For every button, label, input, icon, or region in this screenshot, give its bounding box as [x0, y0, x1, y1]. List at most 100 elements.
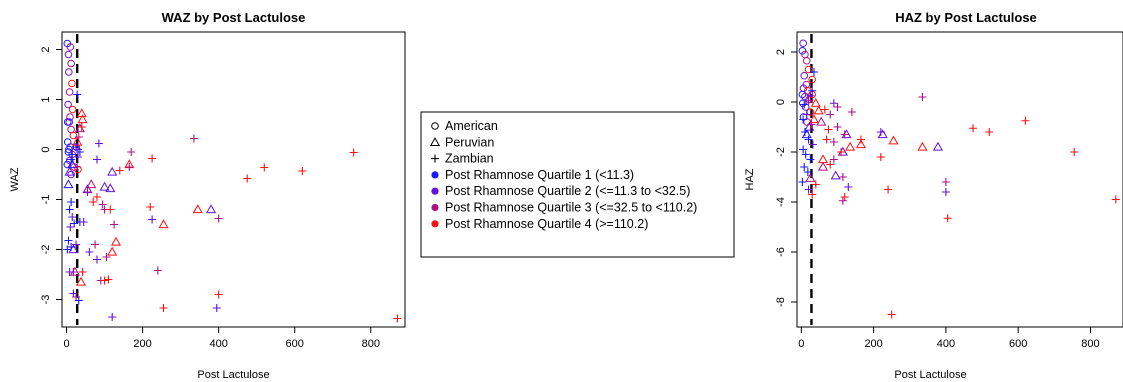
data-point-plus [65, 205, 74, 214]
data-point-triangle [877, 129, 888, 139]
y-tick-label: -1 [40, 195, 52, 205]
y-tick-label: -8 [775, 297, 787, 307]
data-point-plus [98, 200, 107, 209]
y-tick-label: 0 [40, 146, 52, 152]
data-point-plus [243, 174, 252, 183]
data-point-plus [214, 290, 223, 299]
plot-frame [61, 31, 406, 328]
y-tick-label: 1 [40, 96, 52, 102]
data-point-plus [801, 150, 810, 159]
data-point-plus [829, 99, 838, 108]
data-point-circle [74, 165, 82, 174]
data-point-plus [393, 314, 402, 323]
data-point-plus [92, 155, 101, 164]
data-point-plus [85, 248, 94, 256]
data-point-triangle [805, 173, 816, 182]
data-point-plus [70, 219, 79, 228]
data-point-plus [800, 100, 809, 109]
data-point-plus [298, 167, 307, 175]
legend-label: Post Rhamnose Quartile 3 (<=32.5 to <110… [445, 201, 697, 215]
data-point-triangle [917, 141, 928, 151]
data-point-plus [809, 68, 818, 76]
data-point-plus [838, 196, 847, 205]
data-point-circle [798, 46, 807, 55]
x-tick-label: 800 [1081, 338, 1099, 350]
data-point-plus [969, 124, 978, 133]
data-point-plus [74, 133, 83, 141]
data-point-plus [800, 163, 809, 171]
data-point-triangle [64, 166, 75, 176]
data-point-plus [102, 253, 111, 261]
legend-label: Zambian [445, 152, 494, 166]
data-point-plus [837, 148, 846, 156]
data-point-plus [856, 135, 865, 144]
data-point-plus [876, 128, 885, 136]
data-point-plus [876, 153, 885, 161]
legend-dot-icon [431, 171, 439, 179]
data-point-plus [838, 173, 847, 181]
data-point-plus [943, 214, 952, 223]
data-point-plus [833, 103, 842, 111]
x-tick-label: 600 [1009, 338, 1027, 350]
y-tick-label: -2 [775, 147, 787, 157]
data-point-plus [104, 275, 113, 284]
data-point-plus [840, 193, 849, 201]
data-point-plus [808, 86, 817, 95]
data-point-plus [73, 90, 82, 99]
data-point-plus [67, 155, 76, 164]
chart-title: WAZ by Post Lactulose [162, 10, 306, 25]
data-point-plus [833, 123, 842, 131]
panel-haz: HAZ by Post Lactulose 0 200 400 600 800 Post L… [744, 10, 1123, 381]
data-point-plus [822, 135, 831, 144]
data-point-triangle [855, 139, 867, 149]
data-point-plus [829, 138, 838, 146]
x-tick-label: 400 [937, 338, 955, 350]
data-point-circle [65, 88, 74, 96]
data-point-circle [64, 50, 73, 59]
data-point-plus [63, 245, 72, 254]
data-point-plus [115, 166, 124, 175]
data-point-triangle [99, 181, 110, 191]
data-point-plus [73, 163, 82, 171]
data-point-plus [918, 93, 927, 101]
data-point-triangle [810, 98, 821, 107]
legend: American Peruvian Zambian Post Rhamnose Qua… [420, 111, 735, 258]
data-point-circle [799, 39, 807, 48]
data-point-circle [804, 65, 813, 74]
y-tick-label: 0 [775, 99, 787, 105]
x-tick-label: 0 [798, 338, 804, 350]
data-point-triangle [76, 108, 87, 118]
legend-label: Post Rhamnose Quartile 2 (<=11.3 to <32.… [445, 184, 690, 198]
data-point-circle [801, 103, 810, 111]
data-point-plus [148, 154, 157, 163]
data-point-plus [74, 296, 83, 305]
data-point-plus [820, 105, 829, 114]
y-axis-label: WAZ [9, 167, 21, 191]
data-point-plus [826, 110, 835, 119]
data-point-plus [79, 218, 88, 226]
data-point-plus [1070, 148, 1079, 156]
data-point-triangle [105, 183, 116, 193]
data-points [63, 39, 402, 323]
y-tick-label: -6 [775, 247, 787, 257]
x-axis-label: Post Lactulose [197, 369, 269, 381]
data-point-plus [811, 180, 820, 189]
data-point-triangle [808, 114, 820, 124]
legend-dot-icon [431, 187, 439, 195]
x-tick-label: 0 [64, 338, 70, 350]
data-point-triangle [107, 166, 118, 176]
data-point-triangle [813, 105, 824, 115]
legend-box [420, 111, 735, 258]
data-point-plus [844, 183, 853, 191]
data-point-triangle [86, 179, 97, 189]
x-axis-label: Post Lactulose [894, 369, 966, 381]
data-point-triangle [63, 179, 74, 189]
x-tick-label: 600 [286, 338, 304, 350]
data-point-plus [804, 135, 813, 144]
data-point-plus [799, 115, 808, 124]
data-point-plus [799, 145, 808, 154]
y-tick-label: -3 [40, 295, 52, 305]
data-point-triangle [75, 276, 87, 286]
data-point-triangle [801, 129, 812, 139]
data-point-plus [803, 168, 812, 176]
